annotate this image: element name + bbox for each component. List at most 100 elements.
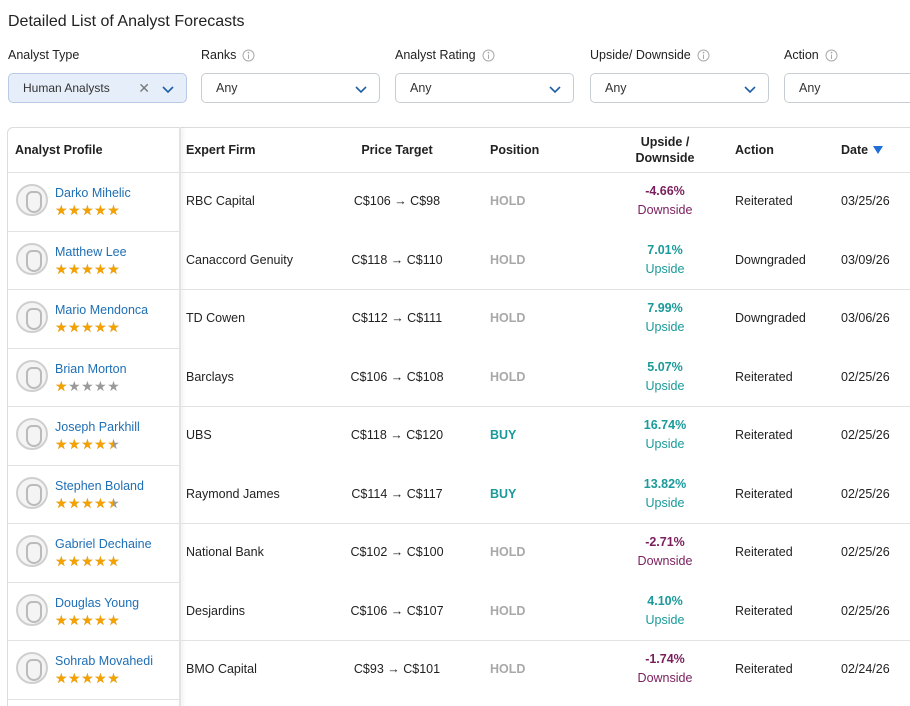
action: Reiterated	[735, 369, 793, 384]
column-header[interactable]: Analyst Profile	[15, 127, 165, 172]
column-header[interactable]: Position	[490, 127, 590, 172]
analyst-name[interactable]: Darko Mihelic	[55, 186, 131, 200]
date: 02/25/26	[841, 369, 890, 384]
column-header[interactable]: Upside / Downside	[615, 127, 715, 172]
stars-filled: ★★★★★	[55, 203, 121, 217]
upside-direction: Upside	[645, 378, 685, 393]
filter-dropdown[interactable]: Any	[784, 73, 910, 103]
position: HOLD	[490, 194, 526, 208]
filter-dropdown[interactable]: Any	[590, 73, 769, 103]
position: BUY	[490, 428, 517, 442]
avatar	[16, 652, 48, 684]
analyst-name[interactable]: Stephen Boland	[55, 478, 144, 493]
price-target: C$106 → C$107	[350, 603, 444, 618]
filter-label-text: Analyst Type	[8, 48, 80, 62]
date: 02/25/26	[841, 603, 890, 618]
avatar	[16, 242, 48, 275]
avatar	[16, 476, 48, 509]
upside: -1.74% Downside	[615, 650, 715, 688]
column-header-text: Position	[490, 142, 540, 157]
column-header-text: Action	[735, 142, 774, 157]
filter-label-text: Action	[784, 48, 819, 62]
stars-filled: ★★★★★	[55, 437, 113, 451]
row-divider	[8, 347, 179, 349]
filter-value: Any	[605, 81, 627, 95]
analyst-name[interactable]: Joseph Parkhill	[55, 420, 140, 434]
table-row: Douglas Young ★★★★★ ★★★★★ Desjardins C$106 →…	[8, 582, 910, 641]
upside-value: -2.71%	[645, 535, 685, 549]
upside: 16.74% Upside	[615, 416, 715, 454]
star-rating: ★★★★★★★★★★	[55, 671, 127, 685]
price-target: C$112 → C$111	[351, 311, 443, 325]
row-divider	[8, 640, 910, 641]
filter-label: Analyst Type	[8, 48, 79, 62]
expert-firm: Raymond James	[186, 486, 280, 501]
date: 02/24/26	[841, 662, 890, 676]
table-row: Matthew Lee ★★★★★ ★★★★★ Canaccord Genuity C$…	[8, 231, 910, 290]
row-divider	[8, 230, 179, 232]
upside-value: -4.66%	[645, 184, 685, 198]
date: 03/09/26	[841, 252, 890, 267]
row-divider	[8, 581, 179, 583]
analyst-name[interactable]: Matthew Lee	[55, 244, 127, 259]
filter-dropdown[interactable]: Any	[201, 73, 380, 103]
avatar	[16, 184, 48, 216]
row-divider	[8, 172, 910, 173]
row-divider	[8, 464, 179, 466]
table-frame	[7, 127, 910, 706]
price-target: C$106 → C$98	[353, 194, 441, 208]
position: HOLD	[490, 311, 526, 325]
info-icon[interactable]	[482, 49, 495, 62]
position: HOLD	[490, 369, 526, 384]
expert-firm: BMO Capital	[186, 662, 257, 676]
column-header[interactable]: Date	[841, 127, 910, 172]
info-icon[interactable]	[242, 49, 255, 62]
action: Downgraded	[735, 311, 806, 325]
filter-value: Any	[216, 81, 238, 95]
column-header[interactable]: Price Target	[337, 127, 457, 172]
dropdown-chevron	[355, 83, 367, 98]
column-divider	[179, 127, 181, 706]
expert-firm: RBC Capital	[186, 194, 255, 208]
filter-dropdown[interactable]: Human Analysts ✕	[8, 73, 187, 103]
upside-direction: Downside	[637, 203, 693, 217]
expert-firm: UBS	[186, 428, 212, 442]
stars-filled: ★★★★★	[55, 378, 69, 393]
clear-button[interactable]: ✕	[138, 80, 150, 96]
analyst-name[interactable]: Mario Mendonca	[55, 303, 149, 317]
upside: 7.01% Upside	[615, 241, 715, 279]
analyst-name[interactable]: Brian Morton	[55, 361, 127, 376]
table-row: Stephen Boland★★★★★★★★★★ Raymond James C$1…	[8, 465, 910, 524]
filter-dropdown[interactable]: Any	[395, 73, 574, 103]
price-target: C$114 → C$117	[351, 486, 443, 501]
star-rating: ★★★★★★★★★★	[55, 436, 121, 452]
stars-filled: ★★★★★	[55, 612, 121, 627]
upside-value: 7.01%	[647, 242, 683, 257]
date: 02/25/26	[841, 486, 890, 501]
filter-label: Upside/ Downside	[590, 48, 710, 62]
info-icon[interactable]	[697, 49, 710, 62]
upside-value: 4.10%	[647, 593, 683, 608]
avatar	[16, 593, 48, 626]
row-divider	[8, 698, 179, 700]
position: HOLD	[490, 545, 526, 559]
star-rating: ★★★★★★★★★★	[55, 554, 127, 568]
info-icon[interactable]	[825, 49, 838, 62]
expert-firm: Desjardins	[186, 603, 246, 618]
analyst-name[interactable]: Sohrab Movahedi	[55, 654, 153, 668]
upside-direction: Upside	[645, 495, 685, 510]
upside-value: 16.74%	[643, 418, 687, 432]
analyst-name[interactable]: Douglas Young	[55, 595, 140, 610]
upside-direction: Upside	[645, 261, 685, 276]
star-rating: ★★★★★★★★★★	[55, 262, 127, 276]
action: Downgraded	[735, 252, 806, 267]
dropdown-chevron	[162, 83, 174, 98]
price-target: C$118 → C$110	[351, 252, 443, 267]
stars-filled: ★★★★★	[55, 554, 121, 568]
column-header[interactable]: Action	[735, 127, 835, 172]
expert-firm: Canaccord Genuity	[186, 252, 294, 267]
column-header[interactable]: Expert Firm	[186, 127, 336, 172]
filter-value: Any	[799, 81, 821, 95]
analyst-name[interactable]: Gabriel Dechaine	[55, 537, 152, 551]
